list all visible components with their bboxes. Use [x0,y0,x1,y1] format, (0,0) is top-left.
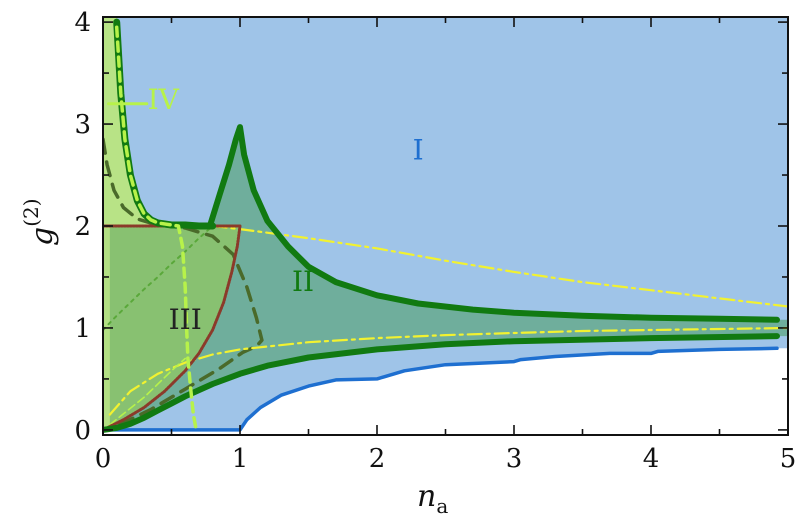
region-label-IV: IV [148,83,180,116]
y-axis-label-sup: (2) [19,198,43,226]
curve-green_lower [103,333,780,433]
region-II-fill [103,127,788,430]
curve-light_green_dashed [114,25,198,432]
region-IV-strip [103,17,110,430]
region-label-III: III [169,303,202,336]
shaded-regions [103,17,788,430]
y-axis-label: g(2) [19,198,60,246]
x-axis-label-sub: a [436,494,448,518]
y-axis-label-main: g [25,227,60,246]
x-tick-label: 4 [643,444,660,474]
y-tick-label: 0 [74,416,91,446]
x-tick-label: 1 [232,444,249,474]
curve-maroon_curve [103,224,242,432]
y-tick-label: 2 [74,212,91,242]
x-axis-label: na [417,479,448,518]
curve-yellow_lower [108,326,788,416]
curve-blue [103,346,779,432]
curves [103,18,788,433]
svg-text:g(2): g(2) [19,198,60,246]
y-tick-label: 3 [74,110,91,140]
y-tick-label: 4 [74,8,91,38]
curve-light_green_solid [109,357,186,426]
axis-ticks: 0 1 2 3 4 5 0 1 2 3 4 [74,8,796,474]
curve-olive_dashed [103,137,264,432]
x-tick-label: 5 [780,444,797,474]
y-tick-label: 1 [74,314,91,344]
x-tick-label: 3 [506,444,523,474]
curve-green_peak [206,124,780,323]
curve-green_dotted [103,225,214,331]
x-axis-label-main: n [417,479,436,514]
region-label-I: I [413,134,424,167]
region-III-fill [103,226,240,430]
svg-text:na: na [417,479,448,518]
x-tick-label: 2 [369,444,386,474]
x-tick-label: 0 [95,444,112,474]
region-label-II: II [292,265,314,298]
region-IV-fill [103,17,151,226]
